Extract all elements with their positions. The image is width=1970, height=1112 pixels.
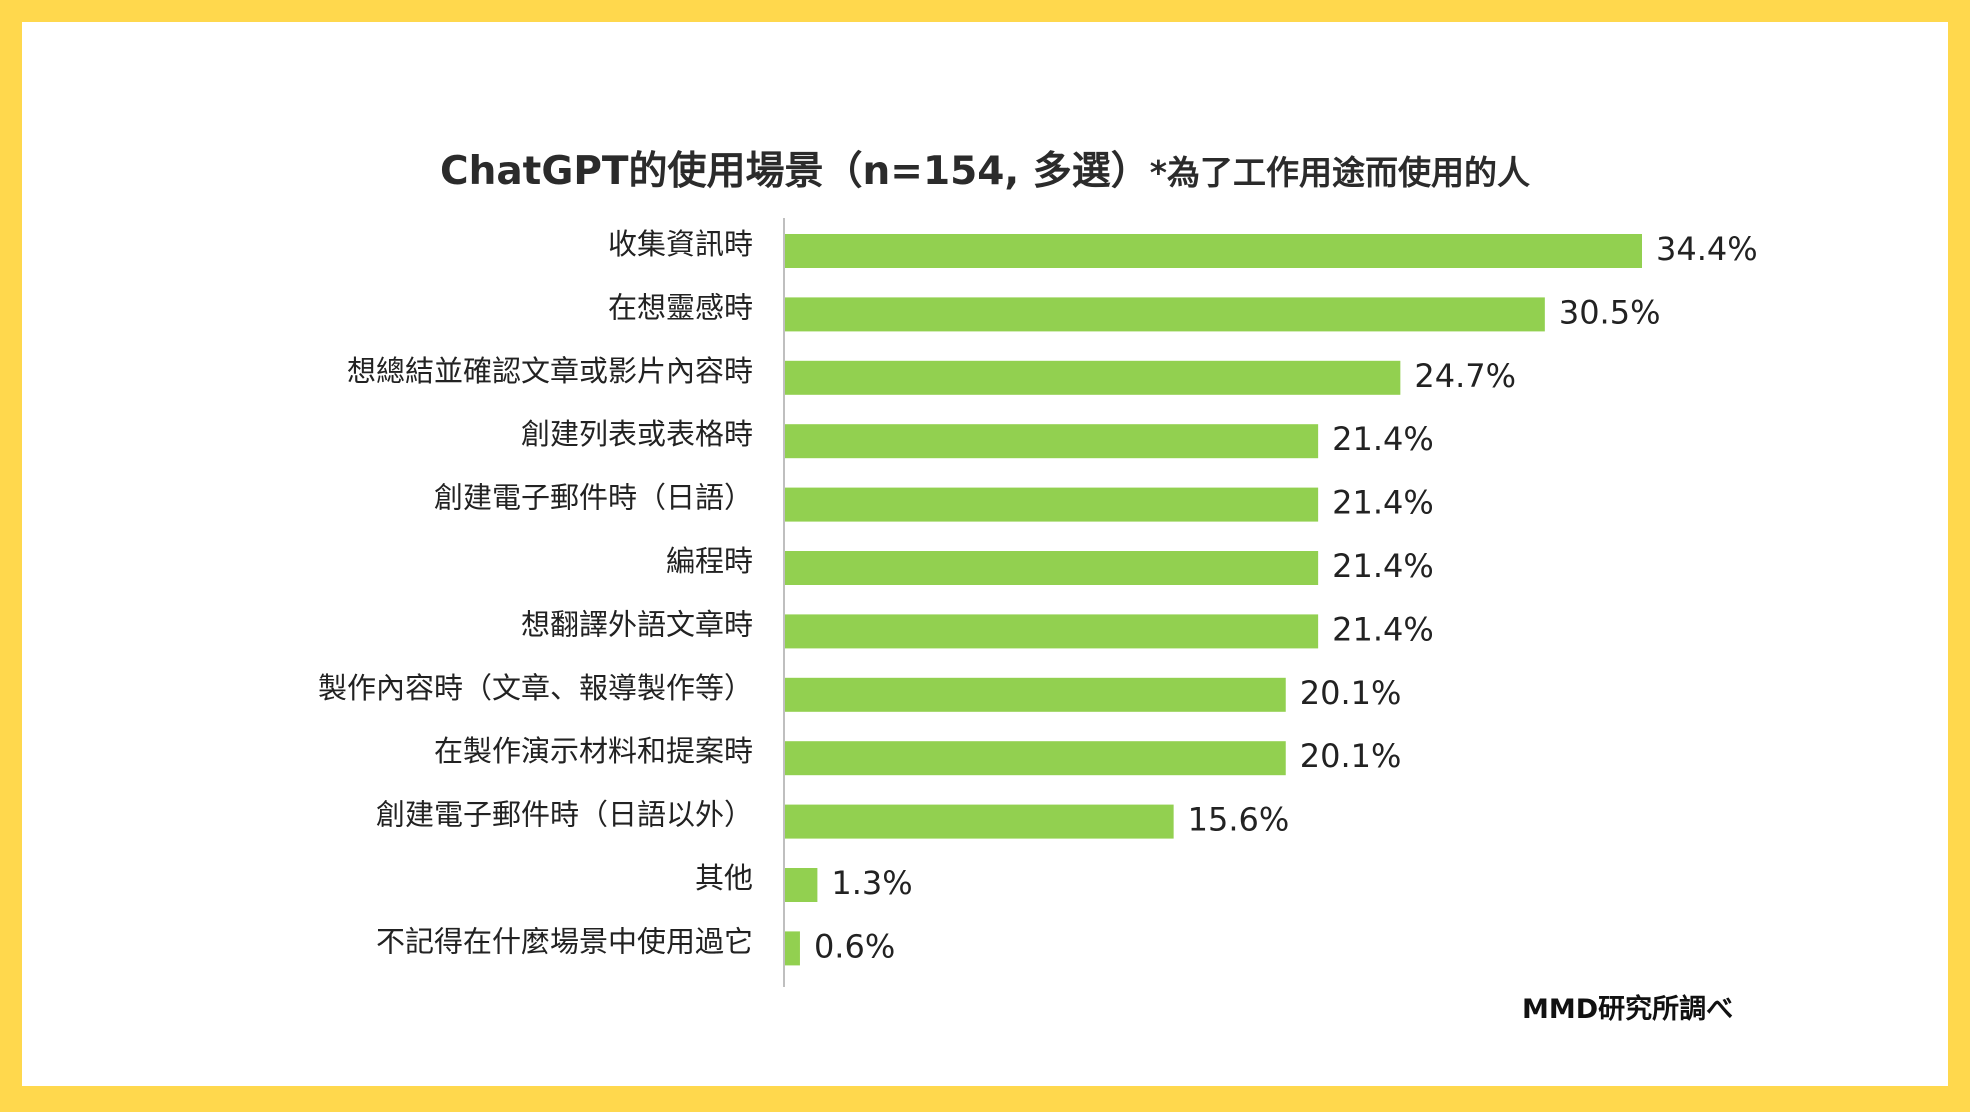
bar — [785, 931, 800, 966]
value-label: 30.5% — [1559, 293, 1661, 331]
value-label: 21.4% — [1332, 484, 1434, 522]
value-label: 0.6% — [814, 927, 895, 965]
category-label: 創建列表或表格時 — [521, 417, 753, 451]
category-label: 編程時 — [666, 544, 753, 578]
bar — [785, 677, 1286, 712]
category-label: 在想靈感時 — [608, 290, 753, 324]
value-label: 21.4% — [1332, 610, 1434, 648]
category-label: 收集資訊時 — [608, 227, 753, 261]
category-label: 在製作演示材料和提案時 — [434, 734, 753, 768]
category-label: 創建電子郵件時（日語以外） — [376, 798, 753, 832]
chart-panel: ChatGPT的使用場景（n=154, 多選）*為了工作用途而使用的人 收集資訊… — [22, 22, 1948, 1086]
source-note: MMD研究所調べ — [1522, 994, 1734, 1025]
bar — [785, 487, 1319, 522]
chart-title-main: ChatGPT的使用場景（n=154, 多選） — [439, 149, 1150, 194]
bar — [785, 804, 1174, 839]
bar-chart: 收集資訊時 34.4% 在想靈感時 30.5% 想總結並確認文章或影片內容時 24.7% 創… — [318, 218, 1758, 987]
bar — [785, 424, 1319, 459]
bar — [785, 614, 1319, 649]
category-label: 想總結並確認文章或影片內容時 — [347, 354, 753, 388]
value-label: 20.1% — [1300, 737, 1402, 775]
chart-title: ChatGPT的使用場景（n=154, 多選）*為了工作用途而使用的人 — [22, 140, 1948, 196]
bar — [785, 360, 1401, 395]
value-label: 34.4% — [1656, 230, 1758, 268]
value-label: 15.6% — [1188, 801, 1290, 839]
bar — [785, 741, 1286, 776]
value-label: 21.4% — [1332, 547, 1434, 585]
category-label: 創建電子郵件時（日語） — [434, 481, 753, 515]
value-label: 1.3% — [831, 864, 912, 902]
value-label: 24.7% — [1414, 357, 1516, 395]
bar — [785, 297, 1545, 332]
bar — [785, 551, 1319, 585]
value-label: 20.1% — [1300, 674, 1402, 712]
bar — [785, 868, 818, 902]
chart-subtitle: *為了工作用途而使用的人 — [1149, 153, 1531, 192]
value-label: 21.4% — [1332, 420, 1434, 458]
category-label: 製作內容時（文章、報導製作等） — [318, 671, 753, 705]
category-label: 不記得在什麼場景中使用過它 — [376, 924, 753, 958]
category-label: 想翻譯外語文章時 — [521, 607, 753, 641]
bar — [785, 234, 1642, 268]
category-label: 其他 — [695, 861, 753, 895]
